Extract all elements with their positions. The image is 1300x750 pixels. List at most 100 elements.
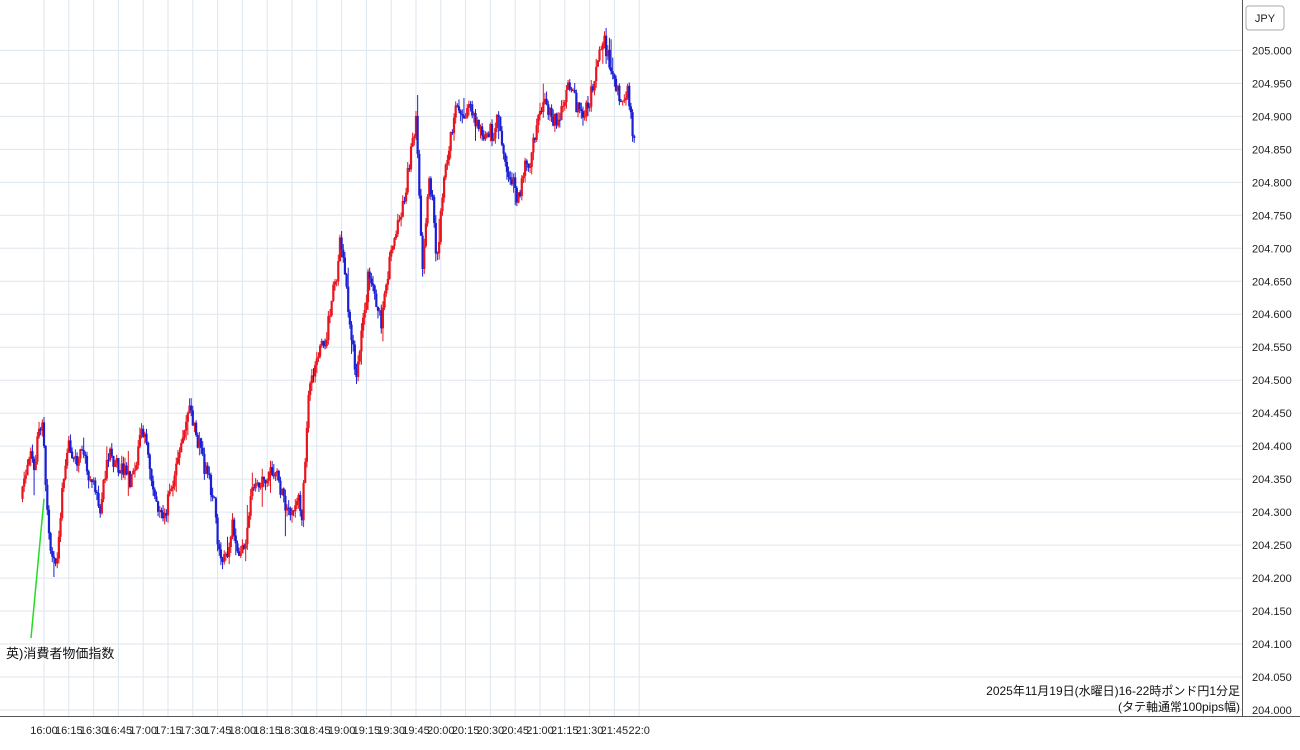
candle-body — [353, 344, 356, 370]
candle-body — [67, 440, 70, 453]
candle-body — [140, 428, 143, 435]
candle-body — [282, 488, 285, 496]
candle-body — [309, 383, 312, 396]
candle-body — [573, 89, 576, 93]
candle-body — [46, 484, 49, 510]
y-tick-label: 204.750 — [1252, 210, 1292, 222]
candle-body — [208, 473, 211, 476]
candle-body — [423, 246, 426, 269]
candle-body — [105, 459, 108, 479]
candle-body — [244, 544, 247, 549]
candle-body — [609, 67, 613, 72]
candle-body — [411, 138, 414, 147]
y-tick-label: 204.250 — [1252, 540, 1292, 552]
candle-body — [509, 177, 512, 180]
candle-body — [173, 475, 176, 487]
candle-body — [476, 119, 479, 127]
candle-body — [254, 483, 257, 489]
candle-body — [414, 115, 418, 137]
candle-body — [28, 458, 31, 465]
candle-body — [633, 136, 636, 138]
candle-body — [319, 345, 322, 357]
candle-body — [467, 104, 470, 108]
candle-body — [170, 488, 173, 492]
candle-body — [94, 480, 97, 493]
candle-body — [398, 219, 401, 221]
candle-body — [325, 339, 328, 347]
candle-body — [52, 556, 56, 559]
candle-body — [178, 452, 181, 458]
candle-body — [378, 310, 381, 312]
candle-body — [54, 558, 57, 564]
x-tick-label: 17:00 — [129, 725, 157, 737]
candle-body — [199, 438, 203, 448]
candle-body — [485, 133, 489, 135]
candle-body — [138, 434, 141, 447]
candle-body — [198, 438, 201, 448]
candle-body — [137, 446, 140, 466]
candle-body — [489, 124, 492, 138]
candle-body — [385, 284, 388, 294]
x-tick-label: 20:15 — [452, 725, 480, 737]
candle-body — [175, 463, 178, 476]
candle-body — [133, 470, 137, 472]
candle-body — [66, 452, 69, 466]
candle-body — [512, 177, 515, 185]
candle-body — [84, 454, 87, 456]
candle-body — [69, 440, 72, 452]
candle-body — [616, 85, 619, 91]
candle-body — [49, 533, 52, 551]
candle-body — [57, 536, 60, 559]
candle-body — [185, 421, 188, 431]
candle-body — [37, 428, 41, 437]
x-tick-label: 21:45 — [601, 725, 629, 737]
candle-body — [279, 480, 282, 495]
candle-body — [307, 395, 310, 428]
candle-body — [31, 451, 34, 459]
candle-body — [355, 369, 358, 378]
candle-body — [342, 249, 345, 258]
x-tick-label: 21:00 — [526, 725, 554, 737]
candle-body — [21, 486, 24, 499]
chart-subtitle: (タテ軸通常100pips幅) — [1118, 699, 1240, 714]
candle-body — [623, 99, 626, 101]
candle-body — [390, 249, 393, 257]
candle-body — [317, 356, 320, 359]
candle-body — [500, 130, 504, 145]
candle-body — [340, 237, 343, 250]
candle-body — [421, 235, 424, 269]
candle-body — [156, 501, 160, 512]
candle-body — [542, 102, 545, 112]
unit-box-frame — [1245, 5, 1285, 31]
candle-body — [44, 445, 47, 485]
y-tick-label: 204.400 — [1252, 441, 1292, 453]
x-tick-label: 21:15 — [551, 725, 579, 737]
candle-body — [113, 462, 117, 467]
y-tick-label: 205.000 — [1252, 45, 1292, 57]
y-tick-label: 204.600 — [1252, 309, 1292, 321]
candle-body — [39, 428, 42, 431]
candle-body — [332, 284, 335, 301]
candle-body — [347, 286, 350, 312]
candle-body — [505, 161, 509, 172]
candle-body — [314, 365, 317, 377]
candle-body — [29, 451, 32, 459]
candle-body — [580, 109, 583, 112]
candle-body — [152, 480, 155, 490]
candle-body — [320, 340, 323, 346]
x-tick-label: 19:45 — [402, 725, 430, 737]
candle-body — [424, 223, 428, 247]
candle-body — [403, 200, 406, 202]
candle-body — [442, 177, 446, 198]
candle-body — [611, 71, 614, 75]
candle-body — [285, 507, 289, 511]
candle-body — [188, 405, 191, 414]
candle-body — [247, 515, 251, 528]
candle-body — [231, 519, 234, 537]
candle-body — [502, 144, 505, 154]
candle-body — [127, 471, 130, 475]
x-tick-labels: 16:0016:1516:3016:4517:0017:1517:3017:45… — [30, 725, 650, 737]
candle-body — [259, 486, 262, 488]
y-tick-label: 204.350 — [1252, 474, 1292, 486]
